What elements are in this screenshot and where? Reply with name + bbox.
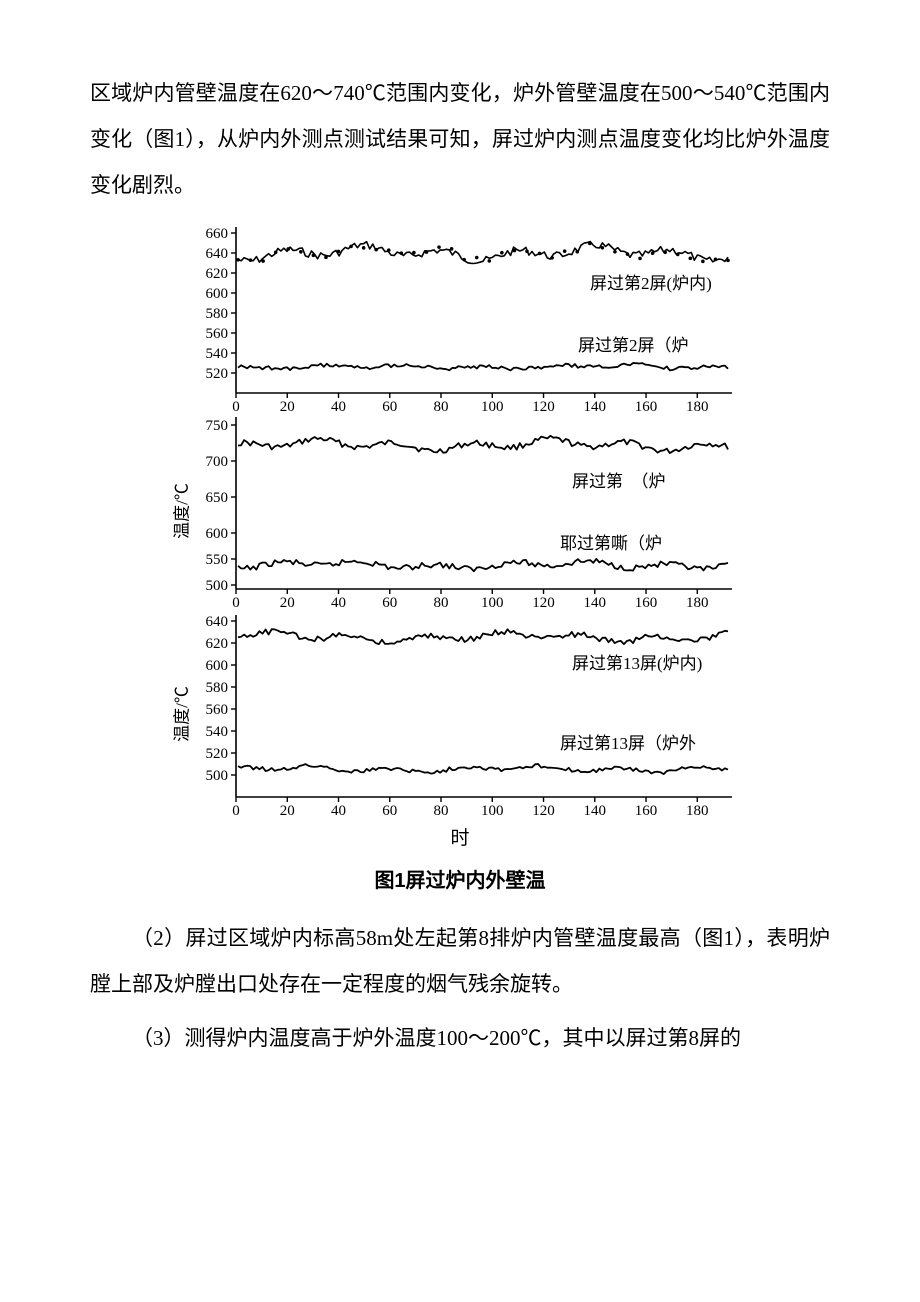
- svg-text:0: 0: [232, 803, 240, 817]
- svg-text:560: 560: [206, 702, 229, 718]
- svg-text:120: 120: [532, 399, 555, 411]
- svg-text:80: 80: [434, 595, 449, 609]
- y-axis-label-3: 温度/℃: [167, 686, 192, 742]
- figure-1: 6606406206005805605405200204060801001201…: [90, 223, 830, 893]
- chart-panel-1: 660 640 620 600 580 560 540 520 0 20 40 60 80 100 120 1…: [180, 223, 740, 411]
- svg-text:160: 160: [635, 595, 658, 609]
- paragraph-2: （2）屏过区域炉内标高58m处左起第8排炉内管壁温度最高（图1），表明炉膛上部及…: [90, 915, 830, 1007]
- svg-text:550: 550: [206, 552, 229, 568]
- svg-text:750: 750: [206, 418, 229, 434]
- svg-text:500: 500: [206, 768, 229, 784]
- paragraph-1: 区域炉内管壁温度在620〜740℃范围内变化，炉外管壁温度在500〜540℃范围…: [90, 70, 830, 209]
- svg-text:屏过第13屏(炉内): 屏过第13屏(炉内): [572, 654, 702, 673]
- svg-text:20: 20: [280, 595, 295, 609]
- y-axis-label-2: 温度/℃: [167, 483, 192, 539]
- svg-text:160: 160: [635, 399, 658, 411]
- svg-text:40: 40: [331, 595, 346, 609]
- svg-text:600: 600: [206, 286, 229, 302]
- svg-text:640: 640: [206, 614, 229, 630]
- svg-text:60: 60: [382, 399, 397, 411]
- svg-text:40: 40: [331, 399, 346, 411]
- svg-text:160: 160: [635, 803, 658, 817]
- svg-text:屏过第 （炉: 屏过第 （炉: [572, 472, 666, 491]
- svg-text:140: 140: [584, 595, 607, 609]
- svg-text:560: 560: [206, 326, 229, 342]
- svg-text:0: 0: [232, 595, 240, 609]
- svg-text:60: 60: [382, 595, 397, 609]
- svg-text:屏过第13屏（炉外: 屏过第13屏（炉外: [560, 734, 696, 753]
- svg-text:620: 620: [206, 266, 229, 282]
- svg-text:180: 180: [686, 399, 709, 411]
- svg-text:40: 40: [331, 803, 346, 817]
- svg-text:140: 140: [584, 399, 607, 411]
- paragraph-3: （3）测得炉内温度高于炉外温度100〜200℃，其中以屏过第8屏的: [90, 1015, 830, 1061]
- svg-text:180: 180: [686, 803, 709, 817]
- svg-text:20: 20: [280, 399, 295, 411]
- svg-text:180: 180: [686, 595, 709, 609]
- svg-text:580: 580: [206, 306, 229, 322]
- svg-text:0: 0: [232, 399, 240, 411]
- svg-text:650: 650: [206, 490, 229, 506]
- svg-text:100: 100: [481, 595, 504, 609]
- svg-text:120: 120: [532, 595, 555, 609]
- svg-text:640: 640: [206, 246, 229, 262]
- svg-text:耶过第嘶（炉: 耶过第嘶（炉: [560, 534, 662, 553]
- svg-text:60: 60: [382, 803, 397, 817]
- svg-text:520: 520: [206, 746, 229, 762]
- chart-panel-3: 温度/℃ 64062060058056054052050002040608010…: [180, 611, 740, 817]
- svg-text:140: 140: [584, 803, 607, 817]
- svg-text:540: 540: [206, 724, 229, 740]
- svg-text:100: 100: [481, 803, 504, 817]
- svg-text:100: 100: [481, 399, 504, 411]
- x-axis-caption: 时: [90, 823, 830, 850]
- svg-text:500: 500: [206, 578, 229, 594]
- svg-text:520: 520: [206, 366, 229, 382]
- svg-text:80: 80: [434, 399, 449, 411]
- figure-caption: 图1屏过炉内外壁温: [90, 864, 830, 893]
- chart-panel-2: 温度/℃ 75070065060055050002040608010012014…: [180, 413, 740, 609]
- svg-text:580: 580: [206, 680, 229, 696]
- svg-text:20: 20: [280, 803, 295, 817]
- svg-text:540: 540: [206, 346, 229, 362]
- svg-text:80: 80: [434, 803, 449, 817]
- svg-text:120: 120: [532, 803, 555, 817]
- svg-text:600: 600: [206, 658, 229, 674]
- svg-text:屏过第2屏(炉内): 屏过第2屏(炉内): [590, 274, 712, 293]
- svg-text:660: 660: [206, 226, 229, 242]
- svg-text:700: 700: [206, 454, 229, 470]
- svg-text:600: 600: [206, 526, 229, 542]
- svg-text:620: 620: [206, 636, 229, 652]
- svg-text:屏过第2屏（炉: 屏过第2屏（炉: [578, 336, 689, 355]
